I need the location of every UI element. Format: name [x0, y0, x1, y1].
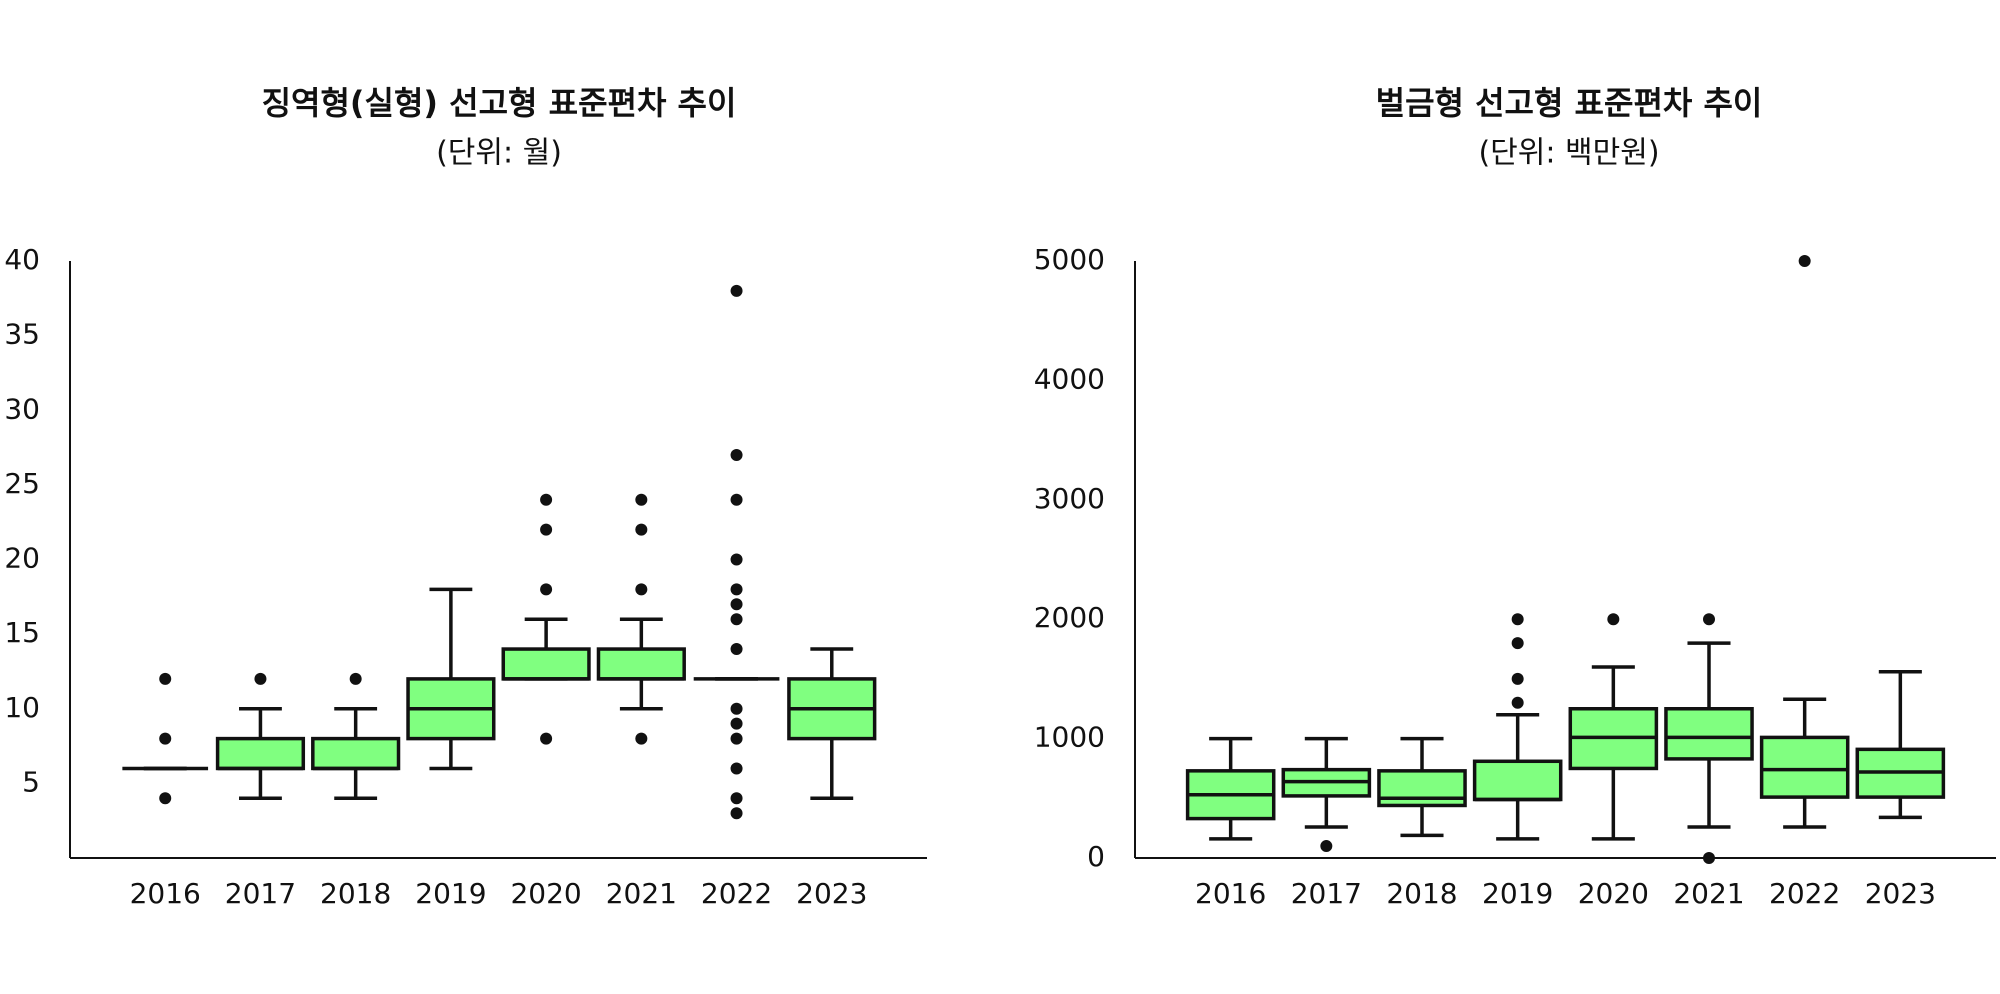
- x-tick-label: 2023: [1865, 877, 1936, 910]
- y-tick-label: 2000: [1034, 601, 1105, 634]
- x-tick-label: 2016: [1195, 877, 1266, 910]
- x-tick-label: 2018: [320, 877, 391, 910]
- chart-subtitle: (단위: 월): [436, 136, 562, 171]
- outlier: [1511, 672, 1524, 685]
- outlier: [349, 672, 362, 685]
- y-tick-label: 5000: [1034, 243, 1105, 276]
- y-tick-label: 5: [22, 765, 40, 798]
- y-tick-label: 3000: [1034, 482, 1105, 515]
- y-tick-label: 4000: [1034, 362, 1105, 395]
- outlier: [730, 613, 743, 626]
- outlier: [254, 672, 267, 685]
- box: [311, 736, 401, 771]
- outlier: [1703, 852, 1715, 864]
- x-tick-label: 2021: [1673, 877, 1744, 910]
- outlier: [730, 553, 743, 566]
- x-tick-label: 2017: [1291, 877, 1362, 910]
- box: [1472, 759, 1563, 802]
- outlier: [730, 643, 743, 656]
- outlier: [159, 732, 172, 745]
- outlier: [1703, 613, 1715, 626]
- outlier: [635, 493, 648, 506]
- outlier: [730, 807, 743, 820]
- outlier: [635, 583, 648, 596]
- y-tick-label: 40: [4, 243, 40, 276]
- outlier: [159, 792, 172, 805]
- box: [1759, 735, 1850, 799]
- outlier: [730, 702, 743, 715]
- outlier: [1320, 840, 1333, 853]
- x-tick-label: 2020: [510, 877, 581, 910]
- x-tick-label: 2019: [1482, 877, 1553, 910]
- x-tick-label: 2020: [1578, 877, 1649, 910]
- outlier: [1607, 613, 1620, 626]
- box: [1377, 769, 1467, 808]
- outlier: [540, 583, 553, 596]
- outlier: [1798, 255, 1811, 267]
- box: [596, 647, 686, 681]
- y-tick-label: 15: [4, 616, 40, 649]
- y-tick-label: 30: [4, 392, 40, 425]
- outlier: [730, 493, 743, 506]
- outlier: [540, 493, 553, 506]
- outlier: [635, 523, 648, 536]
- box: [1664, 707, 1754, 761]
- chart-title: 벌금형 선고형 표준편차 추이: [1376, 84, 1763, 122]
- outlier: [540, 523, 553, 536]
- box: [501, 647, 591, 681]
- x-tick-label: 2022: [1769, 877, 1840, 910]
- y-tick-label: 10: [4, 691, 40, 724]
- y-tick-label: 20: [4, 542, 40, 575]
- x-tick-label: 2017: [225, 877, 296, 910]
- x-tick-label: 2016: [130, 877, 201, 910]
- x-tick-label: 2022: [701, 877, 772, 910]
- outlier: [1511, 696, 1524, 709]
- outlier: [159, 672, 172, 685]
- outlier: [730, 762, 743, 775]
- outlier: [730, 284, 743, 297]
- outlier: [730, 449, 743, 462]
- x-tick-label: 2018: [1386, 877, 1457, 910]
- y-tick-label: 25: [4, 467, 40, 500]
- x-tick-label: 2023: [796, 877, 867, 910]
- box: [215, 736, 306, 771]
- outlier: [730, 598, 743, 611]
- outlier: [730, 732, 743, 745]
- x-tick-label: 2021: [606, 877, 677, 910]
- outlier: [730, 583, 743, 596]
- outlier: [635, 732, 648, 745]
- outlier: [1511, 637, 1524, 650]
- outlier: [1511, 613, 1524, 626]
- outlier: [730, 792, 743, 805]
- outlier: [540, 732, 553, 745]
- outlier: [730, 717, 743, 730]
- chart-subtitle: (단위: 백만원): [1478, 136, 1659, 171]
- y-tick-label: 35: [4, 318, 40, 351]
- y-tick-label: 1000: [1034, 721, 1105, 754]
- y-tick-label: 0: [1087, 840, 1105, 873]
- chart-title: 징역형(실형) 선고형 표준편차 추이: [262, 84, 737, 122]
- x-tick-label: 2019: [415, 877, 486, 910]
